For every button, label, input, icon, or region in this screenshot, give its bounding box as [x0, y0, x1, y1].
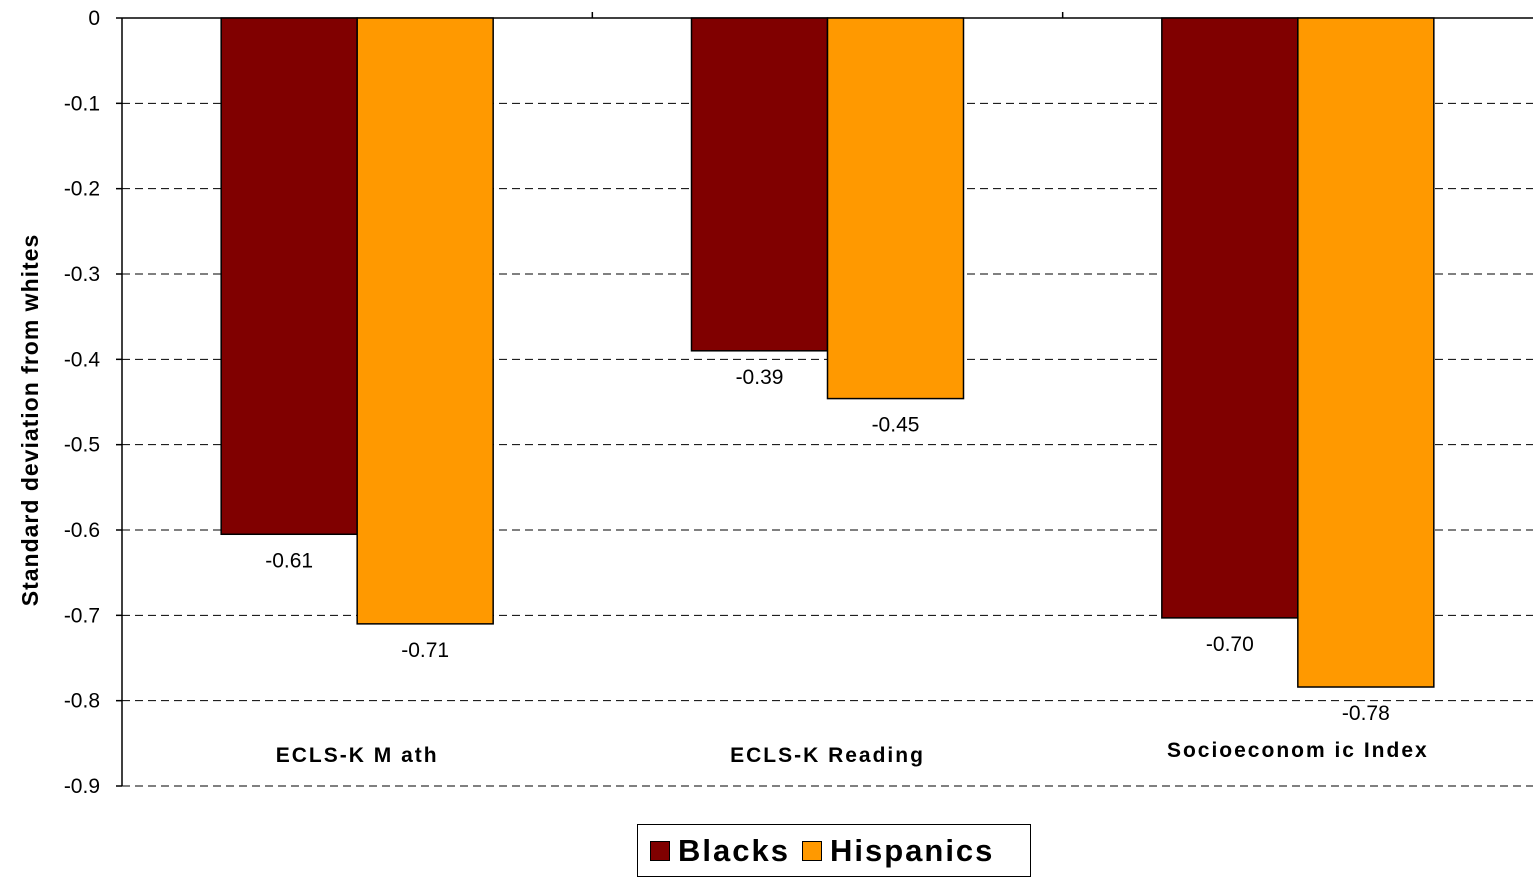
legend-swatch-hispanics	[801, 840, 822, 861]
y-tick-label: -0.7	[64, 604, 100, 627]
y-tick-label: -0.1	[64, 92, 100, 115]
legend-label-hispanics: Hispanics	[829, 832, 995, 868]
bars	[220, 17, 1435, 688]
y-tick-label: -0.9	[64, 775, 100, 798]
category-label: ECLS-K Reading	[730, 744, 925, 767]
category-label: Socioeconom ic Index	[1167, 739, 1429, 762]
legend-item-hispanics: Hispanics	[801, 832, 995, 869]
bar-blacks	[220, 17, 358, 536]
bar-blacks	[690, 17, 829, 352]
data-label: -0.78	[1342, 702, 1390, 725]
y-tick-label: -0.8	[64, 690, 100, 713]
y-axis-ticks: 0 -0.1 -0.2 -0.3 -0.4 -0.5 -0.6 -0.7 -0.8 -0.9	[64, 7, 122, 798]
y-tick-label: 0	[88, 7, 100, 30]
data-labels: -0.61 -0.71 -0.39 -0.45 -0.70 -0.78	[265, 366, 1390, 725]
category-label: ECLS-K M ath	[276, 744, 439, 767]
bar-hispanics	[826, 17, 965, 400]
legend-item-blacks: Blacks	[650, 833, 790, 869]
y-tick-label: -0.2	[64, 178, 100, 201]
y-tick-label: -0.4	[64, 348, 101, 371]
legend-label-blacks: Blacks	[678, 832, 790, 868]
data-label: -0.45	[872, 414, 920, 437]
data-label: -0.61	[265, 549, 313, 572]
bar-blacks	[1161, 17, 1299, 619]
legend: Blacks Hispanics	[637, 824, 1031, 877]
category-labels: ECLS-K M ath ECLS-K Reading Socioeconom ic…	[276, 739, 1429, 767]
y-tick-label: -0.6	[64, 519, 100, 542]
bar-hispanics	[356, 17, 494, 625]
y-axis-label: Standard deviation from whites	[17, 234, 43, 607]
data-label: -0.71	[401, 639, 449, 662]
legend-swatch-blacks	[650, 840, 670, 861]
y-tick-label: -0.5	[64, 434, 100, 457]
y-tick-label: -0.3	[64, 263, 100, 286]
bar-hispanics	[1297, 17, 1435, 688]
data-label: -0.70	[1206, 633, 1254, 656]
data-label: -0.39	[736, 366, 784, 389]
